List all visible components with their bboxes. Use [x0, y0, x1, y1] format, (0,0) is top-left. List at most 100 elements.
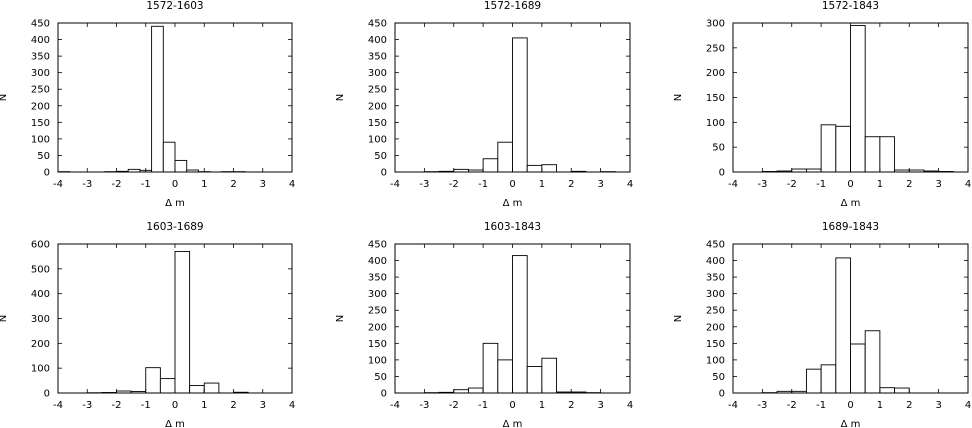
- y-tick-label: 400: [368, 256, 387, 267]
- y-tick-label: 300: [31, 68, 50, 79]
- y-tick-label: 350: [368, 52, 387, 63]
- y-tick-label: 250: [706, 43, 725, 54]
- histogram-bar: [835, 125, 851, 173]
- x-tick-label: 0: [172, 400, 178, 411]
- histogram-bar: [467, 387, 484, 394]
- y-tick-label: 50: [712, 372, 725, 383]
- x-tick-label: 2: [906, 179, 912, 190]
- histogram-bar: [482, 158, 499, 173]
- x-axis-label: Δ m: [503, 419, 523, 428]
- y-tick-label: 300: [368, 68, 387, 79]
- y-tick-label: 300: [368, 289, 387, 300]
- x-tick-label: 2: [568, 400, 574, 411]
- histogram-bar: [541, 357, 558, 394]
- histogram-bar: [512, 37, 528, 173]
- y-tick-label: 150: [31, 118, 50, 129]
- histogram-bar: [526, 164, 543, 173]
- y-tick-label: 400: [706, 256, 725, 267]
- histogram-panel-1572-1843: -4 -3 -2 -1 0 1 2 3 4 0 50 100 150 200 250 300 1572-1843…: [673, 0, 971, 209]
- x-tick-label: -2: [787, 179, 797, 190]
- x-tick-label: -3: [757, 400, 767, 411]
- x-tick-label: 3: [260, 400, 266, 411]
- histogram-bar: [174, 250, 191, 394]
- x-tick-label: 3: [597, 179, 603, 190]
- histogram-bar: [850, 343, 866, 394]
- histogram-bar: [497, 359, 513, 394]
- x-tick-label: 3: [260, 179, 266, 190]
- x-tick-label: 4: [627, 179, 633, 190]
- y-tick-label: 50: [37, 151, 50, 162]
- y-tick-label: 0: [44, 389, 50, 400]
- y-axis-label: N: [335, 315, 346, 322]
- x-tick-label: 1: [201, 400, 207, 411]
- x-axis-label: Δ m: [503, 198, 523, 209]
- chart-title: 1572-1843: [822, 0, 879, 12]
- y-tick-label: 100: [31, 364, 50, 375]
- x-tick-label: 1: [539, 400, 545, 411]
- x-tick-label: -4: [53, 400, 63, 411]
- x-tick-label: -2: [449, 179, 459, 190]
- x-tick-label: 1: [877, 179, 883, 190]
- histogram-bar: [879, 387, 896, 394]
- histogram-panel-1603-1689: -4 -3 -2 -1 0 1 2 3 4 0 100 200 300 400 500 600 1603-168…: [0, 221, 295, 428]
- y-tick-label: 300: [706, 19, 725, 30]
- x-tick-label: 0: [172, 179, 178, 190]
- y-tick-label: 100: [368, 134, 387, 145]
- x-tick-label: -2: [787, 400, 797, 411]
- y-tick-label: 250: [368, 85, 387, 96]
- x-tick-label: -3: [82, 400, 92, 411]
- y-tick-label: 0: [381, 168, 387, 179]
- x-tick-label: 1: [539, 179, 545, 190]
- x-tick-label: -1: [478, 400, 488, 411]
- histogram-bar: [497, 141, 513, 173]
- y-axis-label: N: [335, 94, 346, 101]
- y-tick-label: 150: [706, 93, 725, 104]
- x-axis-label: Δ m: [165, 419, 185, 428]
- y-tick-label: 50: [374, 151, 387, 162]
- histogram-bar: [541, 164, 558, 173]
- x-tick-label: -1: [816, 400, 826, 411]
- histogram-bar: [174, 159, 188, 173]
- y-tick-label: 350: [706, 273, 725, 284]
- y-axis-label: N: [673, 94, 684, 101]
- x-tick-label: 1: [877, 400, 883, 411]
- histogram-bar: [864, 330, 881, 394]
- x-tick-label: -3: [82, 179, 92, 190]
- y-tick-label: 200: [706, 322, 725, 333]
- histogram-panel-1603-1843: -4 -3 -2 -1 0 1 2 3 4 0 50 100 150 200 250 300 350 400 450…: [335, 221, 633, 428]
- x-axis-label: Δ m: [841, 419, 861, 428]
- histogram-bar: [879, 136, 896, 173]
- x-tick-label: -4: [390, 179, 400, 190]
- y-tick-label: 150: [368, 118, 387, 129]
- x-tick-label: 1: [201, 179, 207, 190]
- x-tick-label: 4: [289, 179, 295, 190]
- y-tick-label: 0: [44, 168, 50, 179]
- y-axis-label: N: [0, 94, 9, 101]
- y-tick-label: 250: [31, 85, 50, 96]
- x-tick-label: -2: [112, 400, 122, 411]
- histogram-bar: [162, 141, 176, 173]
- x-tick-label: -1: [478, 179, 488, 190]
- x-tick-label: 0: [509, 179, 515, 190]
- x-tick-label: -4: [390, 400, 400, 411]
- x-tick-label: 2: [568, 179, 574, 190]
- histogram-panel-1689-1843: -4 -3 -2 -1 0 1 2 3 4 0 50 100 150 200 250 300 350 400 450…: [673, 221, 971, 428]
- y-tick-label: 350: [368, 273, 387, 284]
- x-tick-label: -1: [816, 179, 826, 190]
- x-axis-label: Δ m: [841, 198, 861, 209]
- histogram-bar: [526, 366, 543, 394]
- x-tick-label: -2: [112, 179, 122, 190]
- y-tick-label: 100: [31, 134, 50, 145]
- x-tick-label: 3: [597, 400, 603, 411]
- y-tick-label: 0: [719, 389, 725, 400]
- x-tick-label: -1: [141, 179, 151, 190]
- y-tick-label: 500: [31, 264, 50, 275]
- histogram-bar: [820, 364, 837, 394]
- x-tick-label: 4: [965, 400, 971, 411]
- histogram-bar: [159, 378, 176, 394]
- y-tick-label: 200: [368, 101, 387, 112]
- y-tick-label: 0: [381, 389, 387, 400]
- histogram-bar: [820, 124, 837, 173]
- x-tick-label: 4: [627, 400, 633, 411]
- histogram-panel-1572-1689: -4 -3 -2 -1 0 1 2 3 4 0 50 100 150 200 250 300 350 400 450…: [335, 0, 633, 209]
